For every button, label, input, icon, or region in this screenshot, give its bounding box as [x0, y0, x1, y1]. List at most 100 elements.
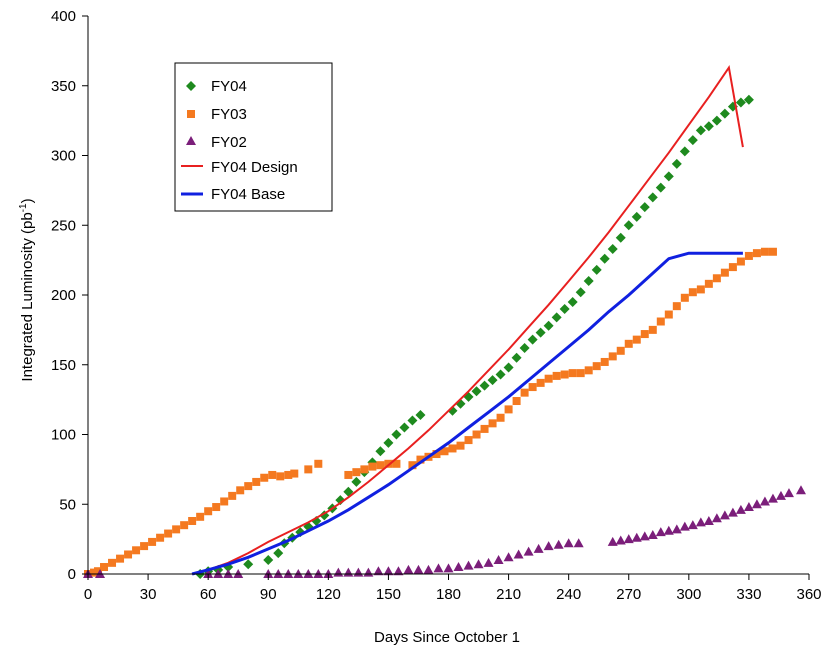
data-point-fy03: [228, 491, 237, 500]
data-point-fy04: [623, 220, 634, 231]
data-point-fy04: [495, 369, 506, 380]
data-point-fy03: [90, 568, 99, 577]
data-point-fy04: [383, 437, 394, 448]
x-tick-label: 330: [736, 586, 761, 603]
data-point-fy02: [443, 563, 454, 573]
data-point-fy03: [568, 369, 577, 378]
data-point-fy03: [408, 461, 417, 470]
data-point-fy04: [639, 202, 650, 213]
data-point-fy04: [703, 121, 714, 132]
data-point-fy03: [172, 525, 181, 534]
data-point-fy04: [583, 276, 594, 287]
data-point-fy03: [132, 546, 141, 555]
data-point-fy02: [553, 539, 564, 549]
data-point-fy04: [655, 182, 666, 193]
data-point-fy02: [695, 517, 706, 527]
data-point-fy03: [744, 251, 753, 260]
data-point-fy03: [368, 462, 377, 471]
x-tick-label: 0: [84, 586, 92, 603]
data-point-fy02: [783, 488, 794, 498]
data-point-fy03: [116, 554, 125, 563]
legend-label-fy04-base: FY04 Base: [211, 186, 285, 203]
series-line-fy04-design: [191, 65, 744, 575]
y-axis-title: Integrated Luminosity (pb-1): [18, 198, 36, 381]
data-point-fy03: [124, 550, 133, 559]
data-point-fy02: [483, 557, 494, 567]
data-point-fy02: [703, 515, 714, 525]
data-point-fy02: [759, 496, 770, 506]
data-point-fy03: [432, 450, 441, 459]
series-fy04-base: [191, 251, 743, 576]
data-point-fy03: [600, 357, 609, 366]
data-point-fy02: [503, 552, 514, 562]
data-point-fy03: [632, 335, 641, 344]
data-point-fy02: [543, 541, 554, 551]
data-point-fy03: [212, 503, 221, 512]
data-point-fy04: [711, 115, 722, 126]
data-point-fy02: [751, 499, 762, 509]
data-point-fy02: [727, 507, 738, 517]
data-point-fy03: [608, 352, 617, 361]
data-point-fy03: [94, 567, 103, 576]
x-axis-ticks: 0 30 60 90 120 150 180 210 240 270 300 330 360: [84, 574, 822, 603]
data-point-fy04: [735, 97, 746, 108]
data-point-fy03: [440, 447, 449, 456]
data-point-fy03: [712, 274, 721, 283]
data-point-fy02: [671, 524, 682, 534]
data-point-fy03: [260, 473, 269, 482]
data-point-fy03: [100, 563, 109, 572]
series-fy02: [83, 485, 806, 578]
data-point-fy03: [344, 470, 353, 479]
data-point-fy02: [775, 490, 786, 500]
data-point-fy03: [268, 470, 277, 479]
data-point-fy03: [704, 279, 713, 288]
data-point-fy03: [616, 346, 625, 355]
data-point-fy03: [196, 512, 205, 521]
y-tick-label: 350: [51, 78, 76, 95]
data-point-fy02: [795, 485, 806, 495]
legend-entry-fy02: FY02: [186, 134, 247, 151]
data-point-fy03: [536, 378, 545, 387]
data-point-fy04: [543, 320, 554, 331]
legend-marker-fy04: [186, 81, 196, 91]
data-point-fy02: [563, 538, 574, 548]
series-fy03: [84, 247, 777, 578]
legend-label-fy04: FY04: [211, 78, 247, 95]
plot-area: [83, 65, 806, 579]
data-point-fy03: [220, 497, 229, 506]
data-point-fy04: [647, 192, 658, 203]
data-point-fy03: [304, 465, 313, 474]
data-point-fy03: [376, 461, 385, 470]
data-point-fy02: [623, 534, 634, 544]
y-tick-label: 150: [51, 357, 76, 374]
y-axis-title-close: ): [19, 198, 36, 203]
data-point-fy04: [743, 94, 754, 105]
data-point-fy03: [360, 465, 369, 474]
x-tick-label: 60: [200, 586, 217, 603]
x-tick-label: 120: [316, 586, 341, 603]
data-point-fy03: [140, 542, 149, 551]
y-axis-title-superscript: -1: [18, 203, 29, 212]
data-point-fy04: [679, 146, 690, 157]
legend-marker-fy02: [186, 136, 196, 145]
data-point-fy04: [511, 352, 522, 363]
data-point-fy03: [720, 268, 729, 277]
data-point-fy03: [512, 397, 521, 406]
data-point-fy04: [479, 380, 490, 391]
data-point-fy04: [567, 296, 578, 307]
data-point-fy02: [607, 536, 618, 546]
data-point-fy03: [664, 310, 673, 319]
data-point-fy03: [180, 521, 189, 530]
data-point-fy02: [473, 559, 484, 569]
data-point-fy03: [204, 507, 213, 516]
data-point-fy04: [599, 253, 610, 264]
x-tick-label: 240: [556, 586, 581, 603]
y-tick-label: 0: [68, 566, 76, 583]
data-point-fy03: [290, 469, 299, 478]
data-point-fy04: [591, 264, 602, 275]
data-point-fy02: [663, 525, 674, 535]
data-point-fy03: [314, 459, 323, 468]
data-point-fy03: [576, 369, 585, 378]
data-point-fy04: [471, 386, 482, 397]
